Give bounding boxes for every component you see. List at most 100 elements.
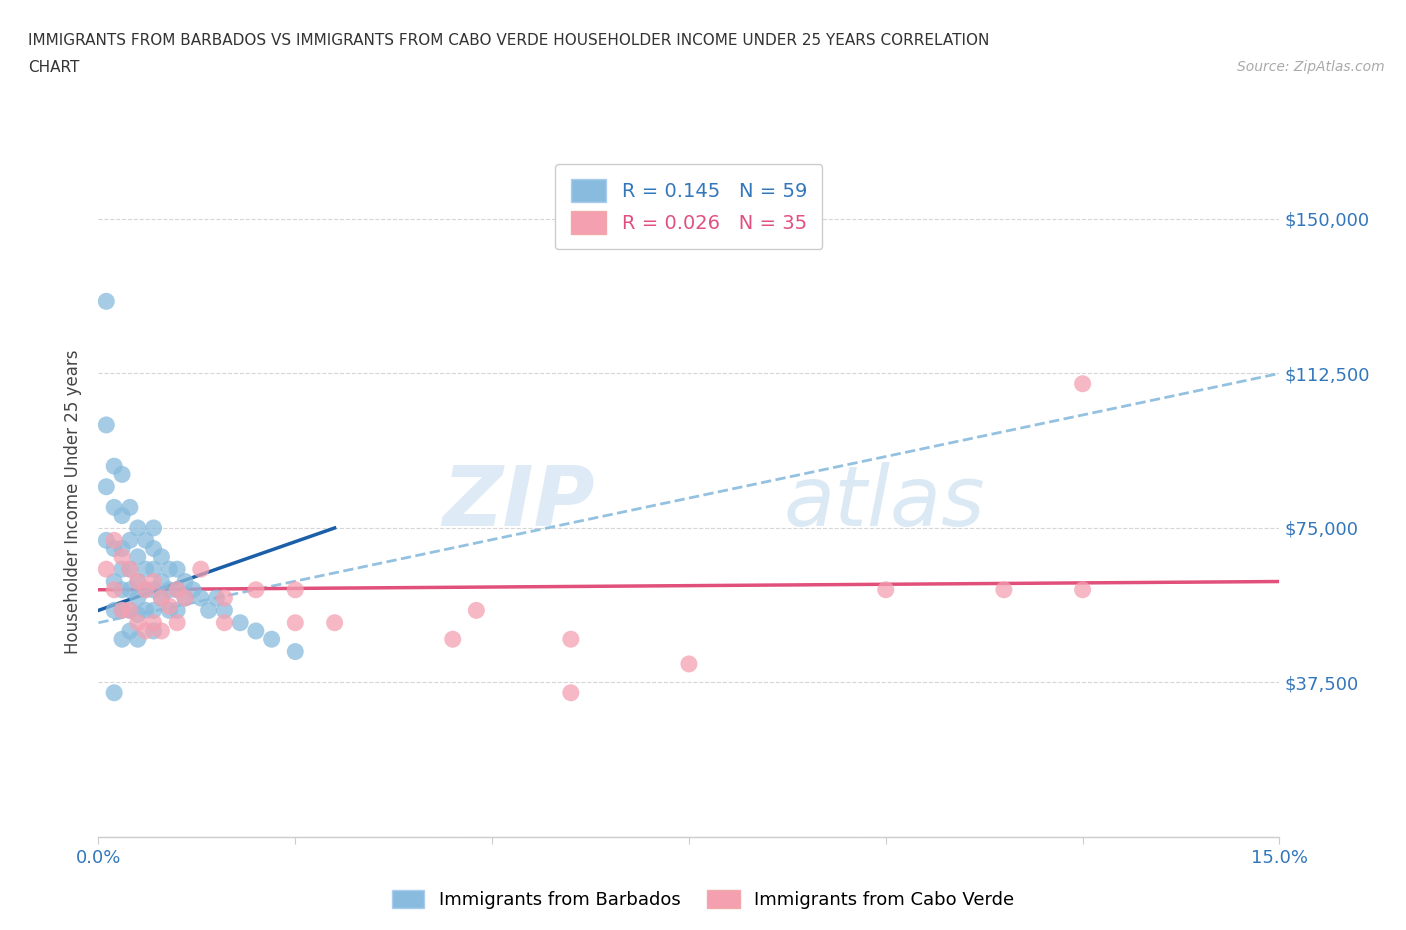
Point (245, 582, 267, 597)
Point (118, 603, 141, 618)
Point (229, 616, 252, 631)
Point (197, 603, 219, 618)
Y-axis label: Householder Income Under 25 years: Householder Income Under 25 years (65, 350, 83, 655)
Point (135, 533, 157, 548)
Point (465, 603, 488, 618)
Point (174, 591, 197, 605)
Text: IMMIGRANTS FROM BARBADOS VS IMMIGRANTS FROM CABO VERDE HOUSEHOLDER INCOME UNDER : IMMIGRANTS FROM BARBADOS VS IMMIGRANTS F… (28, 33, 990, 47)
Text: ZIP: ZIP (441, 461, 595, 543)
Point (111, 631, 134, 646)
Point (678, 657, 700, 671)
Point (150, 550, 173, 565)
Point (118, 603, 141, 618)
Point (135, 623, 157, 638)
Point (135, 582, 157, 597)
Point (323, 616, 346, 631)
Legend: Immigrants from Barbados, Immigrants from Cabo Verde: Immigrants from Barbados, Immigrants fro… (384, 883, 1022, 916)
Text: Source: ZipAtlas.com: Source: ZipAtlas.com (1237, 60, 1385, 74)
Point (118, 500, 141, 515)
Point (111, 508, 134, 523)
Text: CHART: CHART (28, 60, 80, 75)
Point (127, 591, 149, 605)
Point (127, 616, 149, 631)
Point (157, 562, 180, 577)
Point (127, 574, 149, 589)
Point (166, 582, 188, 597)
Point (142, 562, 165, 577)
Point (111, 562, 134, 577)
Point (96, 533, 118, 548)
Point (150, 591, 173, 605)
Point (103, 603, 125, 618)
Point (174, 591, 197, 605)
Point (118, 533, 141, 548)
Point (875, 582, 897, 597)
Point (111, 603, 134, 618)
Point (190, 562, 212, 577)
Point (245, 623, 267, 638)
Point (103, 500, 125, 515)
Point (96, 479, 118, 494)
Point (1071, 377, 1094, 392)
Point (214, 591, 236, 605)
Point (260, 631, 283, 646)
Point (142, 574, 165, 589)
Point (205, 591, 228, 605)
Point (103, 533, 125, 548)
Point (96, 418, 118, 432)
Point (441, 631, 464, 646)
Point (111, 603, 134, 618)
Point (135, 562, 157, 577)
Point (127, 574, 149, 589)
Point (135, 603, 157, 618)
Point (560, 631, 582, 646)
Point (111, 541, 134, 556)
Point (118, 562, 141, 577)
Point (127, 607, 149, 622)
Point (127, 631, 149, 646)
Point (560, 685, 582, 700)
Text: atlas: atlas (783, 461, 986, 543)
Point (96, 294, 118, 309)
Point (166, 616, 188, 631)
Point (174, 574, 197, 589)
Point (181, 582, 204, 597)
Point (103, 458, 125, 473)
Point (142, 541, 165, 556)
Point (284, 644, 307, 659)
Point (142, 582, 165, 597)
Point (103, 685, 125, 700)
Point (166, 562, 188, 577)
Point (166, 582, 188, 597)
Point (96, 562, 118, 577)
Point (103, 574, 125, 589)
Point (103, 582, 125, 597)
Point (157, 599, 180, 614)
Point (150, 591, 173, 605)
Point (166, 603, 188, 618)
Point (135, 582, 157, 597)
Legend: R = 0.145   N = 59, R = 0.026   N = 35: R = 0.145 N = 59, R = 0.026 N = 35 (555, 164, 823, 249)
Point (157, 582, 180, 597)
Point (142, 603, 165, 618)
Point (157, 603, 180, 618)
Point (103, 541, 125, 556)
Point (214, 603, 236, 618)
Point (190, 591, 212, 605)
Point (127, 521, 149, 536)
Point (118, 623, 141, 638)
Point (150, 574, 173, 589)
Point (142, 623, 165, 638)
Point (214, 616, 236, 631)
Point (142, 616, 165, 631)
Point (111, 467, 134, 482)
Point (127, 550, 149, 565)
Point (118, 562, 141, 577)
Point (284, 582, 307, 597)
Point (993, 582, 1015, 597)
Point (118, 582, 141, 597)
Point (111, 550, 134, 565)
Point (111, 582, 134, 597)
Point (284, 616, 307, 631)
Point (150, 623, 173, 638)
